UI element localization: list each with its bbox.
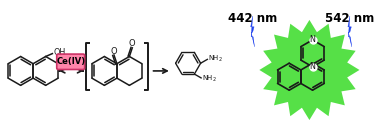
Polygon shape — [259, 20, 359, 120]
Polygon shape — [348, 16, 352, 47]
Text: NH$_2$: NH$_2$ — [208, 53, 223, 63]
Text: Ce(IV): Ce(IV) — [56, 57, 85, 66]
Text: 442 nm: 442 nm — [228, 12, 277, 25]
Text: NH$_2$: NH$_2$ — [202, 74, 217, 84]
Text: OH: OH — [53, 48, 66, 57]
Text: 542 nm: 542 nm — [325, 12, 375, 25]
Text: O: O — [129, 39, 136, 48]
Text: N: N — [310, 62, 316, 71]
Text: O: O — [111, 47, 117, 56]
FancyBboxPatch shape — [57, 54, 85, 69]
Text: N: N — [310, 35, 316, 44]
Polygon shape — [251, 16, 254, 47]
